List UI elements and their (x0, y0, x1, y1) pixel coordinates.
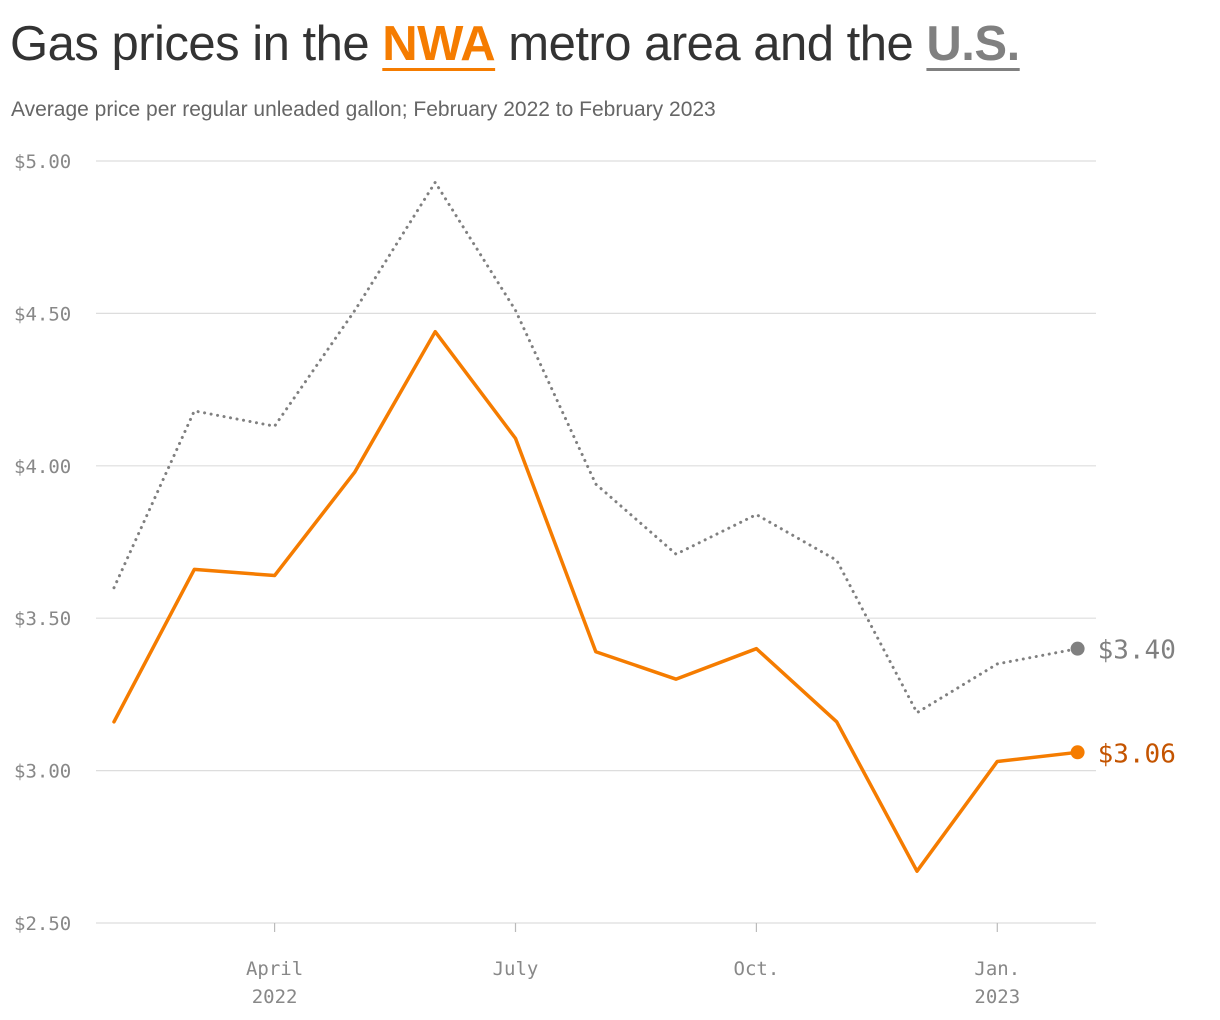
end-label-nwa: $3.06 (1098, 739, 1176, 769)
end-labels: $3.40 $3.06 (1070, 636, 1176, 769)
title-middle: metro area and the (508, 17, 914, 71)
end-label-us: $3.40 (1098, 636, 1176, 666)
series-line-nwa (112, 329, 1080, 873)
series-lines (112, 180, 1080, 873)
y-tick-label: $3.00 (14, 761, 71, 783)
x-tick-label: Jan. (974, 958, 1020, 980)
y-tick-label: $4.00 (14, 456, 71, 478)
x-tick-label: July (493, 958, 539, 980)
chart-subtitle: Average price per regular unleaded gallo… (11, 98, 716, 121)
end-point-nwa (1070, 745, 1085, 760)
y-tick-label: $5.00 (14, 151, 71, 173)
end-point-us (1070, 641, 1085, 656)
y-tick-label: $2.50 (14, 913, 71, 935)
title-prefix: Gas prices in the (10, 17, 370, 71)
x-tick-label: Oct. (734, 958, 780, 980)
x-axis: April 2022 July Oct. Jan. 2023 (246, 923, 1020, 1008)
title-series-us: U.S. (926, 17, 1020, 71)
x-tick-year-label: 2022 (252, 986, 298, 1008)
x-tick-label: April (246, 958, 303, 980)
title-series-nwa: NWA (382, 17, 496, 71)
y-tick-label: $3.50 (14, 608, 71, 630)
gridlines (96, 160, 1096, 924)
series-line-us (112, 180, 1080, 715)
x-tick-year-label: 2023 (974, 986, 1020, 1008)
y-tick-label: $4.50 (14, 303, 71, 325)
chart-title: Gas prices in the NWA metro area and the… (10, 12, 1020, 76)
y-axis: $5.00 $4.50 $4.00 $3.50 $3.00 $2.50 (14, 151, 71, 935)
